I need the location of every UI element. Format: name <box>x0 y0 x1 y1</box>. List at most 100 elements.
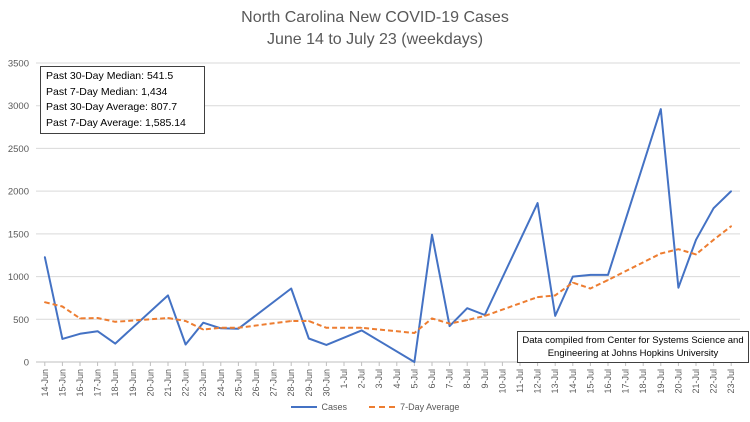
stat-30day-average: Past 30-Day Average: 807.7 <box>46 101 178 113</box>
y-tick-label: 3500 <box>8 59 29 70</box>
data-point <box>79 317 81 320</box>
data-point <box>413 332 416 334</box>
data-point <box>466 307 469 309</box>
data-point <box>536 296 539 298</box>
x-tick-label: 22-Jul <box>709 369 719 394</box>
data-point <box>607 279 609 281</box>
stats-annotation-box: Past 30-Day Median: 541.5 Past 7-Day Med… <box>40 66 205 134</box>
data-point <box>79 333 81 335</box>
x-tick-label: 29-Jun <box>304 369 314 397</box>
x-tick-label: 6-Jul <box>427 369 437 389</box>
data-point <box>554 294 556 297</box>
x-tick-label: 21-Jul <box>691 369 701 394</box>
x-tick-label: 22-Jun <box>181 369 191 397</box>
x-tick-label: 16-Jun <box>75 369 85 397</box>
data-point <box>96 317 99 319</box>
data-point <box>554 315 556 317</box>
data-point <box>677 286 680 289</box>
x-tick-label: 18-Jul <box>638 369 648 394</box>
x-tick-label: 8-Jul <box>462 369 472 389</box>
data-point <box>202 328 204 331</box>
source-line-2: Engineering at Johns Hopkins University <box>547 348 719 359</box>
legend-item-cases: Cases <box>290 402 347 412</box>
data-point <box>607 274 609 276</box>
data-point <box>308 320 310 322</box>
x-tick-label: 14-Jun <box>40 369 50 397</box>
data-point <box>61 305 64 308</box>
x-tick-label: 26-Jun <box>251 369 261 397</box>
y-tick-label: 1500 <box>8 229 29 240</box>
data-point <box>484 315 486 317</box>
x-axis-ticks: 14-Jun 15-Jun 16-Jun 17-Jun 18-Jun 19-Jun 20-J… <box>40 362 736 397</box>
data-point <box>431 233 433 236</box>
x-tick-label: 20-Jun <box>145 369 155 397</box>
data-point <box>695 239 697 241</box>
data-point <box>184 320 187 322</box>
x-tick-label: 7-Jul <box>445 369 455 389</box>
data-point <box>660 108 662 110</box>
data-point <box>589 274 592 276</box>
source-line-1: Data compiled from Center for Systems Sc… <box>522 335 744 346</box>
data-point <box>413 361 416 363</box>
x-tick-label: 13-Jul <box>550 369 560 394</box>
stat-7day-median: Past 7-Day Median: 1,434 <box>46 85 168 98</box>
x-tick-label: 14-Jul <box>568 369 578 394</box>
x-tick-label: 17-Jul <box>621 369 631 394</box>
data-point <box>96 330 99 333</box>
data-point <box>308 337 310 340</box>
x-tick-label: 15-Jul <box>585 369 595 394</box>
data-point <box>114 321 116 323</box>
data-point <box>167 294 169 297</box>
x-tick-label: 17-Jun <box>93 369 103 397</box>
data-point <box>677 248 680 251</box>
legend-label-7day-average: 7-Day Average <box>400 402 460 412</box>
data-point <box>448 325 451 327</box>
chart-title: North Carolina New COVID-19 Cases <box>241 9 509 26</box>
x-tick-label: 10-Jul <box>497 369 507 394</box>
data-point <box>712 239 715 241</box>
data-point <box>290 320 293 322</box>
x-tick-label: 25-Jun <box>233 369 243 397</box>
data-point <box>360 327 363 329</box>
y-tick-label: 2500 <box>8 144 29 155</box>
data-point <box>572 281 574 284</box>
x-tick-label: 16-Jul <box>603 369 613 394</box>
data-point <box>202 321 204 324</box>
data-point <box>589 287 592 290</box>
data-point <box>660 252 662 255</box>
x-tick-label: 30-Jun <box>321 369 331 397</box>
x-tick-label: 12-Jul <box>533 369 543 394</box>
x-tick-label: 15-Jun <box>57 369 67 397</box>
x-tick-label: 23-Jul <box>726 369 736 394</box>
chart-subtitle: June 14 to July 23 (weekdays) <box>266 31 484 48</box>
x-tick-label: 28-Jun <box>286 369 296 397</box>
data-point <box>466 319 469 321</box>
data-point <box>184 343 187 346</box>
data-point <box>448 322 451 325</box>
data-point <box>114 342 116 345</box>
data-point <box>61 338 64 340</box>
x-tick-label: 19-Jun <box>128 369 138 397</box>
data-point <box>44 301 46 304</box>
x-tick-label: 11-Jul <box>515 369 525 393</box>
series-line-7day-average <box>44 225 732 334</box>
x-tick-label: 1-Jul <box>339 369 349 389</box>
stat-7day-average: Past 7-Day Average: 1,585.14 <box>46 116 186 129</box>
x-tick-label: 21-Jun <box>163 369 173 397</box>
data-point <box>44 256 46 258</box>
data-point <box>695 253 697 256</box>
x-tick-label: 19-Jul <box>656 369 666 394</box>
data-point <box>325 344 328 346</box>
legend: Cases 7-Day Average <box>0 402 750 412</box>
y-axis-ticks: 0 500 1000 1500 2000 2500 3000 3500 <box>8 59 29 369</box>
series-line-cases <box>43 108 732 363</box>
x-tick-label: 9-Jul <box>480 369 490 389</box>
data-point <box>712 207 715 210</box>
data-point <box>360 329 363 332</box>
data-point <box>290 287 293 290</box>
data-point <box>572 275 574 278</box>
data-point <box>730 225 732 227</box>
data-point <box>730 190 732 192</box>
y-tick-label: 500 <box>13 315 29 326</box>
